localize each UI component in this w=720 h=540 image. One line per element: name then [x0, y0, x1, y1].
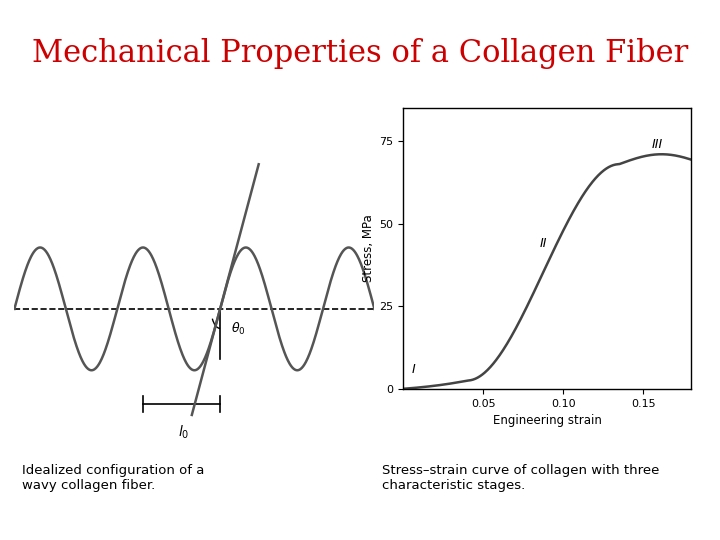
Y-axis label: Stress, MPa: Stress, MPa — [362, 214, 375, 282]
Text: Idealized configuration of a
wavy collagen fiber.: Idealized configuration of a wavy collag… — [22, 464, 204, 492]
Text: II: II — [539, 237, 546, 250]
Text: I: I — [411, 362, 415, 376]
Text: Stress–strain curve of collagen with three
characteristic stages.: Stress–strain curve of collagen with thr… — [382, 464, 659, 492]
Text: $\theta_0$: $\theta_0$ — [231, 321, 246, 337]
Text: III: III — [651, 138, 662, 151]
Text: $l_0$: $l_0$ — [179, 424, 190, 441]
Text: Mechanical Properties of a Collagen Fiber: Mechanical Properties of a Collagen Fibe… — [32, 38, 688, 69]
X-axis label: Engineering strain: Engineering strain — [492, 414, 602, 427]
